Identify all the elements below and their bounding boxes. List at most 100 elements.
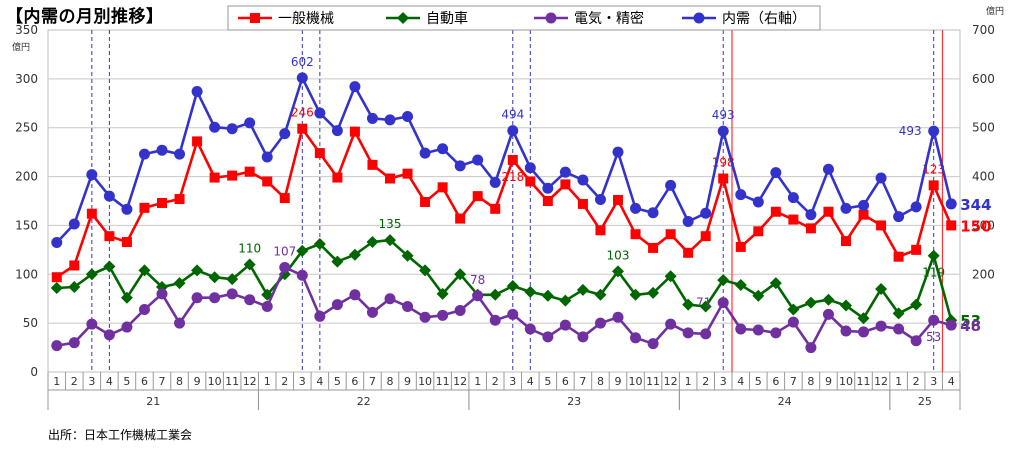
data-point	[384, 114, 396, 126]
data-point	[718, 173, 729, 184]
month-tick-label: 11	[857, 375, 871, 388]
data-point	[366, 306, 378, 318]
data-point	[437, 143, 449, 155]
data-point	[349, 289, 361, 301]
data-point	[121, 237, 132, 248]
data-point	[893, 323, 905, 335]
data-point	[594, 317, 606, 329]
data-point	[945, 319, 957, 331]
data-point	[665, 318, 677, 330]
right-axis-tick-label: 200	[972, 267, 995, 281]
data-point	[805, 209, 817, 221]
month-tick-label: 4	[737, 375, 744, 388]
data-point	[51, 340, 63, 352]
data-point	[209, 292, 221, 304]
data-label: 103	[607, 248, 630, 262]
data-point	[577, 331, 589, 343]
data-point	[822, 308, 834, 320]
data-point	[594, 194, 606, 206]
data-point	[613, 195, 623, 206]
month-tick-label: 8	[807, 375, 814, 388]
data-point	[51, 272, 62, 283]
data-point	[717, 274, 730, 287]
data-point	[507, 154, 518, 165]
data-label: 78	[470, 273, 485, 287]
data-point	[121, 321, 133, 333]
month-tick-label: 9	[194, 375, 201, 388]
data-label: 48	[960, 317, 981, 335]
data-point	[664, 270, 677, 283]
month-tick-label: 4	[106, 375, 113, 388]
data-point	[208, 271, 221, 284]
data-point	[647, 338, 659, 350]
right-axis-tick-label: 400	[972, 170, 995, 184]
data-point	[120, 291, 133, 304]
data-point	[682, 216, 694, 228]
data-point	[699, 300, 712, 313]
month-tick-label: 2	[913, 375, 920, 388]
month-tick-label: 5	[123, 375, 130, 388]
data-label: 246	[291, 106, 314, 120]
data-label: 123	[922, 162, 945, 176]
data-point	[331, 255, 344, 268]
data-label: 344	[960, 196, 991, 214]
month-tick-label: 1	[264, 375, 271, 388]
data-point	[753, 226, 764, 237]
data-point	[209, 121, 221, 133]
data-point	[262, 176, 273, 187]
data-point	[402, 110, 414, 122]
month-tick-label: 1	[895, 375, 902, 388]
data-point	[788, 214, 799, 225]
month-tick-label: 10	[418, 375, 432, 388]
data-label: 493	[712, 108, 735, 122]
data-point	[875, 320, 887, 332]
data-point	[51, 237, 63, 249]
data-point	[770, 167, 782, 179]
month-tick-label: 12	[874, 375, 888, 388]
data-point	[314, 310, 326, 322]
data-point	[841, 236, 851, 247]
data-point	[69, 260, 80, 271]
month-tick-label: 12	[243, 375, 257, 388]
data-point	[436, 287, 449, 300]
data-point	[385, 173, 395, 184]
right-axis-tick-label: 700	[972, 23, 995, 37]
data-point	[68, 280, 81, 293]
data-point	[506, 280, 519, 293]
data-point	[191, 292, 203, 304]
data-point	[86, 208, 97, 219]
month-tick-label: 4	[948, 375, 955, 388]
data-point	[769, 277, 782, 290]
legend-label: 自動車	[426, 10, 468, 27]
data-point	[174, 148, 186, 160]
data-point	[559, 319, 571, 331]
data-point	[366, 112, 378, 124]
data-point	[630, 229, 641, 240]
data-point	[402, 301, 414, 313]
data-point	[313, 237, 326, 250]
data-point	[822, 293, 835, 306]
data-point	[542, 182, 554, 194]
data-point	[700, 231, 711, 242]
year-tick-label: 21	[146, 395, 160, 408]
data-point	[226, 123, 238, 135]
data-point	[261, 151, 273, 163]
data-point	[261, 301, 273, 313]
right-axis-tick-label: 300	[972, 218, 995, 232]
data-label: 119	[922, 266, 945, 280]
data-point	[279, 261, 291, 273]
data-point	[752, 289, 765, 302]
data-point	[173, 277, 186, 290]
data-point	[86, 169, 98, 181]
month-tick-label: 8	[597, 375, 604, 388]
data-point	[384, 234, 396, 247]
data-point	[227, 170, 238, 181]
data-point	[770, 327, 782, 339]
month-tick-label: 9	[615, 375, 622, 388]
data-point	[545, 12, 557, 24]
data-point	[542, 331, 554, 343]
data-point	[787, 316, 799, 328]
data-point	[366, 236, 379, 249]
data-point	[489, 314, 501, 326]
data-point	[50, 281, 63, 294]
